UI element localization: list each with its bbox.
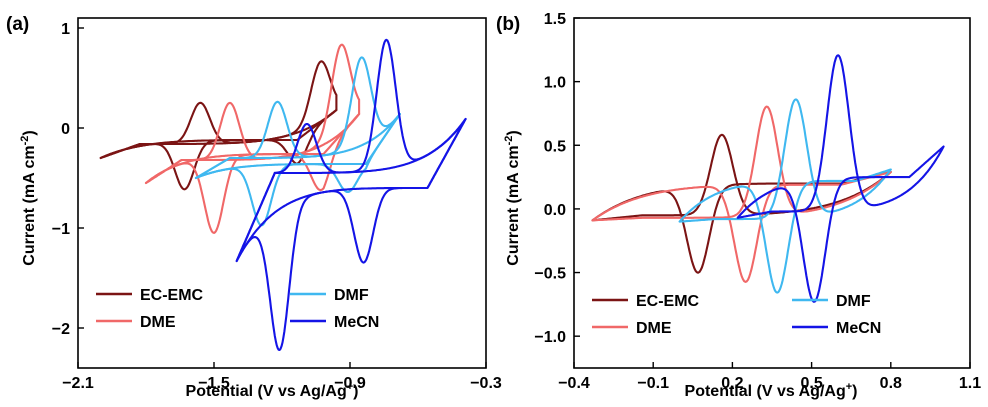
y-tick-label: 0.0 bbox=[544, 202, 566, 219]
x-tick-label: −1.5 bbox=[198, 375, 230, 392]
legend-label-mecn: MeCN bbox=[836, 320, 881, 337]
legend-label-mecn: MeCN bbox=[334, 314, 379, 331]
panel-a: (a) Potential (V vs Ag/Ag+) Current (mA … bbox=[6, 14, 502, 400]
panel-b: (b) Potential (V vs Ag/Ag+) Current (mA … bbox=[496, 11, 981, 400]
series-line-mecn bbox=[736, 54, 945, 303]
panel-b-x-axis-title: Potential (V vs Ag/Ag+) bbox=[685, 381, 858, 400]
series-line-dme bbox=[591, 105, 892, 283]
y-tick-label: 1.5 bbox=[544, 11, 566, 28]
series-line-ec-emc bbox=[99, 60, 338, 165]
series-line-dme bbox=[144, 43, 361, 192]
x-tick-label: 0.8 bbox=[880, 375, 902, 392]
x-tick-label: −0.9 bbox=[334, 375, 366, 392]
series-line-ec-emc bbox=[99, 101, 338, 191]
panel-a-label: (a) bbox=[6, 14, 29, 35]
panel-b-y-axis-title: Current (mA cm-2) bbox=[503, 130, 522, 265]
y-tick-label: −2 bbox=[52, 321, 70, 338]
plot-frame bbox=[77, 17, 487, 369]
legend-label-ec-emc: EC-EMC bbox=[636, 293, 700, 310]
plot-frame bbox=[573, 17, 971, 369]
x-tick-label: −2.1 bbox=[62, 375, 94, 392]
y-tick-label: 0.5 bbox=[544, 138, 566, 155]
legend-label-dme: DME bbox=[140, 314, 176, 331]
y-tick-label: −0.5 bbox=[534, 266, 566, 283]
y-tick-label: −1 bbox=[52, 221, 70, 238]
x-tick-label: −0.4 bbox=[558, 375, 590, 392]
legend-label-ec-emc: EC-EMC bbox=[140, 287, 204, 304]
x-tick-label: 0.2 bbox=[721, 375, 743, 392]
panel-b-label: (b) bbox=[496, 14, 520, 35]
x-tick-label: −0.3 bbox=[470, 375, 502, 392]
legend-label-dmf: DMF bbox=[334, 287, 369, 304]
series-line-mecn bbox=[235, 117, 467, 352]
panel-a-y-axis-title: Current (mA cm-2) bbox=[19, 130, 38, 265]
legend-label-dme: DME bbox=[636, 320, 672, 337]
panel-a-x-axis-title: Potential (V vs Ag/Ag+) bbox=[186, 381, 359, 400]
x-tick-label: −0.1 bbox=[637, 375, 669, 392]
series-line-ec-emc bbox=[591, 133, 892, 274]
y-tick-label: −1.0 bbox=[534, 329, 566, 346]
series-line-dmf bbox=[678, 98, 892, 294]
y-tick-label: 1 bbox=[61, 21, 70, 38]
x-tick-label: 1.1 bbox=[959, 375, 981, 392]
x-tick-label: 0.5 bbox=[800, 375, 822, 392]
series-line-dme bbox=[144, 101, 361, 234]
y-tick-label: 0 bbox=[61, 121, 70, 138]
y-tick-label: 1.0 bbox=[544, 75, 566, 92]
series-line-dmf bbox=[194, 100, 401, 227]
legend-label-dmf: DMF bbox=[836, 293, 871, 310]
